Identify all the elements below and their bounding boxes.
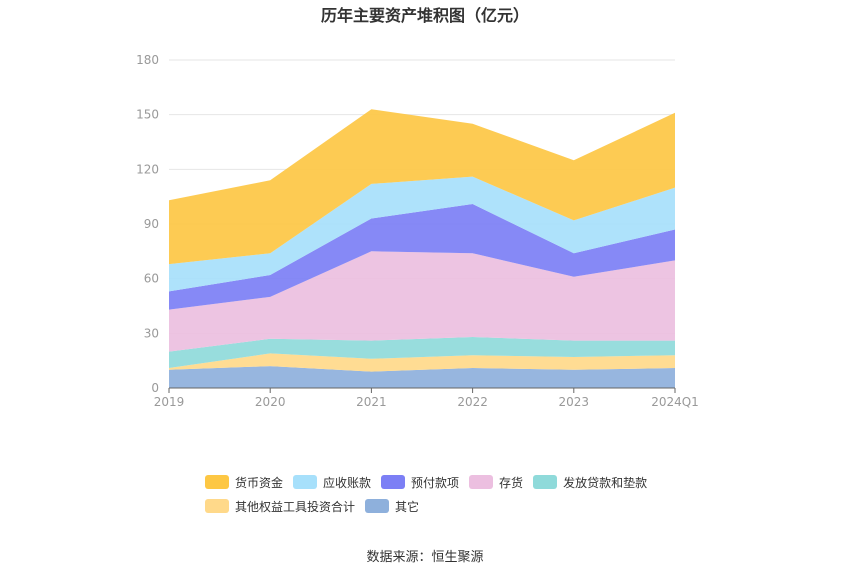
- x-tick-label: 2021: [356, 395, 387, 409]
- legend-swatch: [293, 475, 318, 489]
- chart-title: 历年主要资产堆积图（亿元）: [320, 6, 529, 25]
- legend-swatch: [205, 499, 229, 513]
- legend: 货币资金 应收账款 预付款项 存货 发放贷款和垫款 其他权益工具投资合计 其它: [205, 470, 705, 518]
- legend-item[interactable]: 应收账款: [293, 474, 371, 491]
- legend-label: 其他权益工具投资合计: [235, 499, 356, 514]
- area-series: [169, 251, 675, 352]
- area-series: [169, 337, 675, 368]
- legend-row: 货币资金 应收账款 预付款项 存货 发放贷款和垫款: [205, 470, 705, 494]
- legend-label: 发放贷款和垫款: [563, 475, 648, 490]
- y-tick-label: 120: [136, 162, 159, 176]
- legend-item[interactable]: 其它: [365, 498, 419, 515]
- legend-row: 其他权益工具投资合计 其它: [205, 494, 705, 518]
- y-tick-label: 30: [144, 326, 159, 340]
- legend-item[interactable]: 货币资金: [205, 474, 283, 491]
- legend-label: 预付款项: [411, 475, 460, 490]
- legend-swatch: [205, 475, 229, 489]
- x-tick-label: 2024Q1: [651, 395, 699, 409]
- legend-swatch: [381, 475, 406, 489]
- legend-item[interactable]: 发放贷款和垫款: [533, 474, 647, 491]
- y-tick-label: 90: [144, 217, 159, 231]
- y-tick-label: 0: [151, 381, 159, 395]
- legend-swatch: [533, 475, 558, 489]
- legend-item[interactable]: 其他权益工具投资合计: [205, 498, 355, 515]
- data-source: 数据来源：恒生聚源: [366, 550, 484, 565]
- legend-item[interactable]: 存货: [469, 474, 523, 491]
- y-tick-label: 60: [144, 272, 159, 286]
- x-tick-label: 2023: [559, 395, 590, 409]
- legend-label: 应收账款: [323, 475, 372, 490]
- area-series: [169, 353, 675, 372]
- x-tick-label: 2019: [154, 395, 185, 409]
- x-tick-label: 2020: [255, 395, 286, 409]
- area-series: [169, 366, 675, 388]
- legend-label: 货币资金: [235, 475, 284, 490]
- x-tick-label: 2022: [457, 395, 488, 409]
- y-tick-label: 150: [136, 108, 159, 122]
- legend-label: 其它: [395, 499, 420, 514]
- legend-swatch: [469, 475, 494, 489]
- legend-item[interactable]: 预付款项: [381, 474, 459, 491]
- area-series: [169, 176, 675, 292]
- legend-label: 存货: [499, 475, 524, 490]
- y-tick-label: 180: [136, 53, 159, 67]
- legend-swatch: [365, 499, 390, 513]
- area-series: [169, 204, 675, 310]
- area-series: [169, 109, 675, 265]
